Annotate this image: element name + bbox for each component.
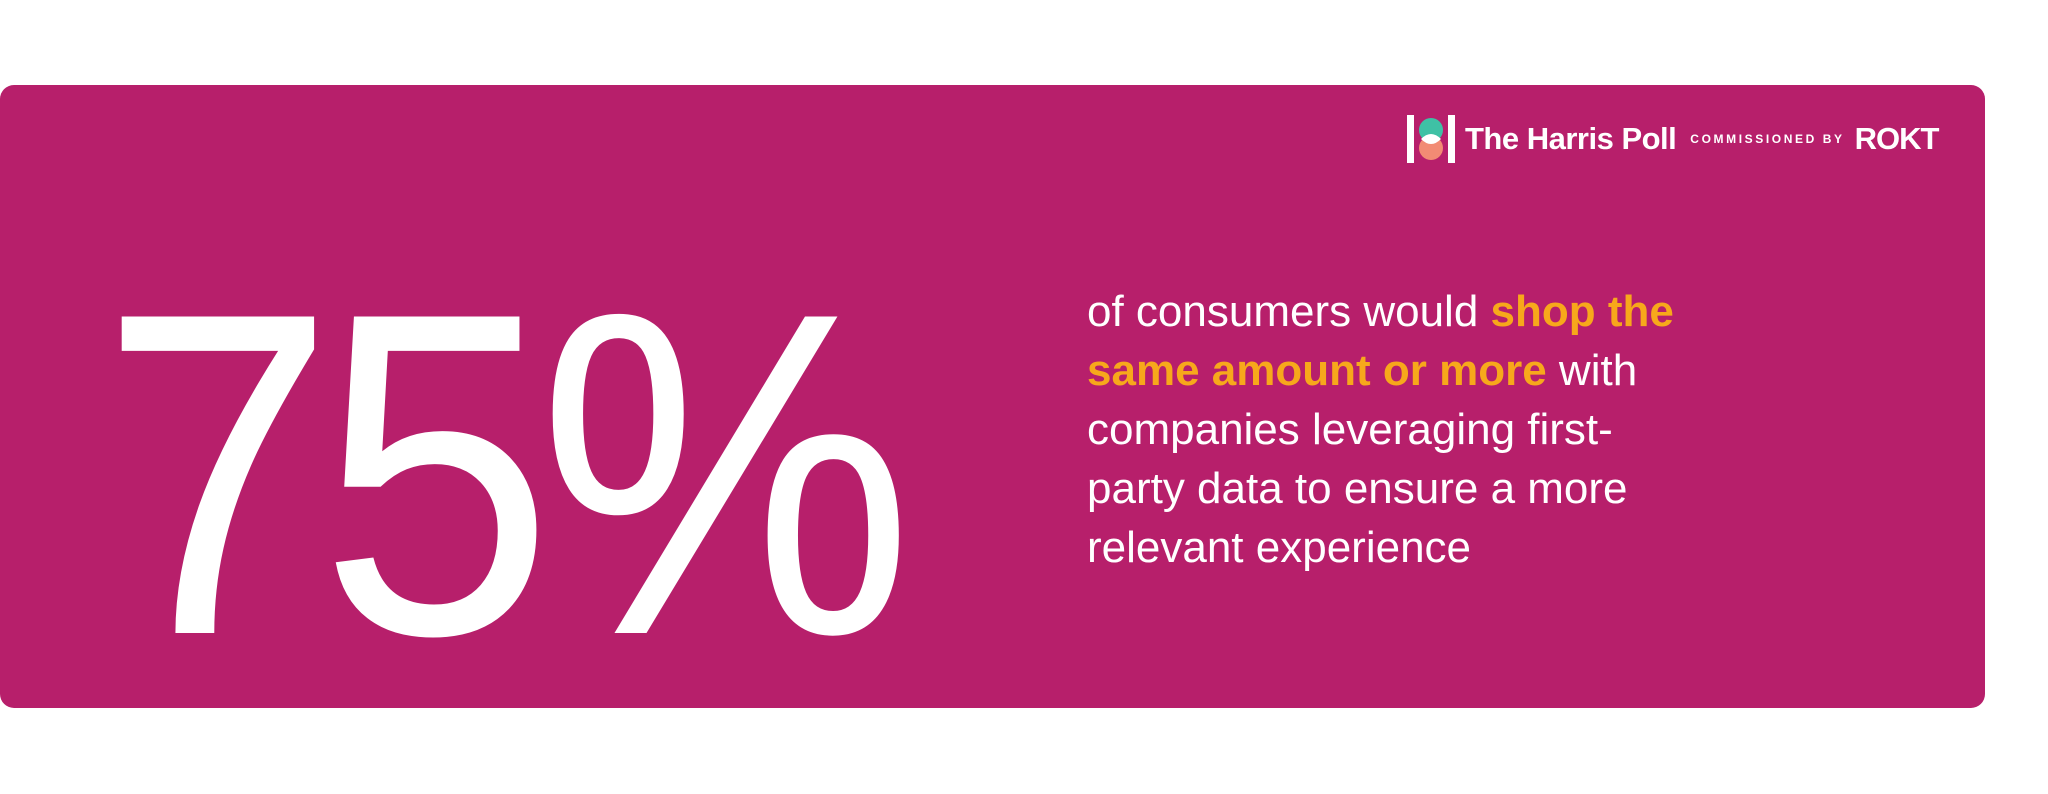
commissioned-label: COMMISSIONED BY — [1690, 132, 1845, 146]
sponsor: ROKT — [1854, 121, 1940, 156]
statement-text: of consumers would — [1087, 287, 1491, 336]
logo-icon — [1407, 115, 1455, 163]
stat-card: The Harris Poll COMMISSIONED BY ROKT 75%… — [0, 85, 1985, 708]
statement-highlight: shop the same amount or more — [1087, 287, 1674, 395]
statement: of consumers would shop the same amount … — [1087, 282, 1687, 577]
logo: The Harris Poll COMMISSIONED BY ROKT — [1407, 115, 1940, 163]
statement-text: with companies leveraging first-party da… — [1087, 346, 1638, 572]
stat-number: 75% — [100, 218, 914, 731]
brand: The Harris Poll — [1465, 121, 1677, 156]
